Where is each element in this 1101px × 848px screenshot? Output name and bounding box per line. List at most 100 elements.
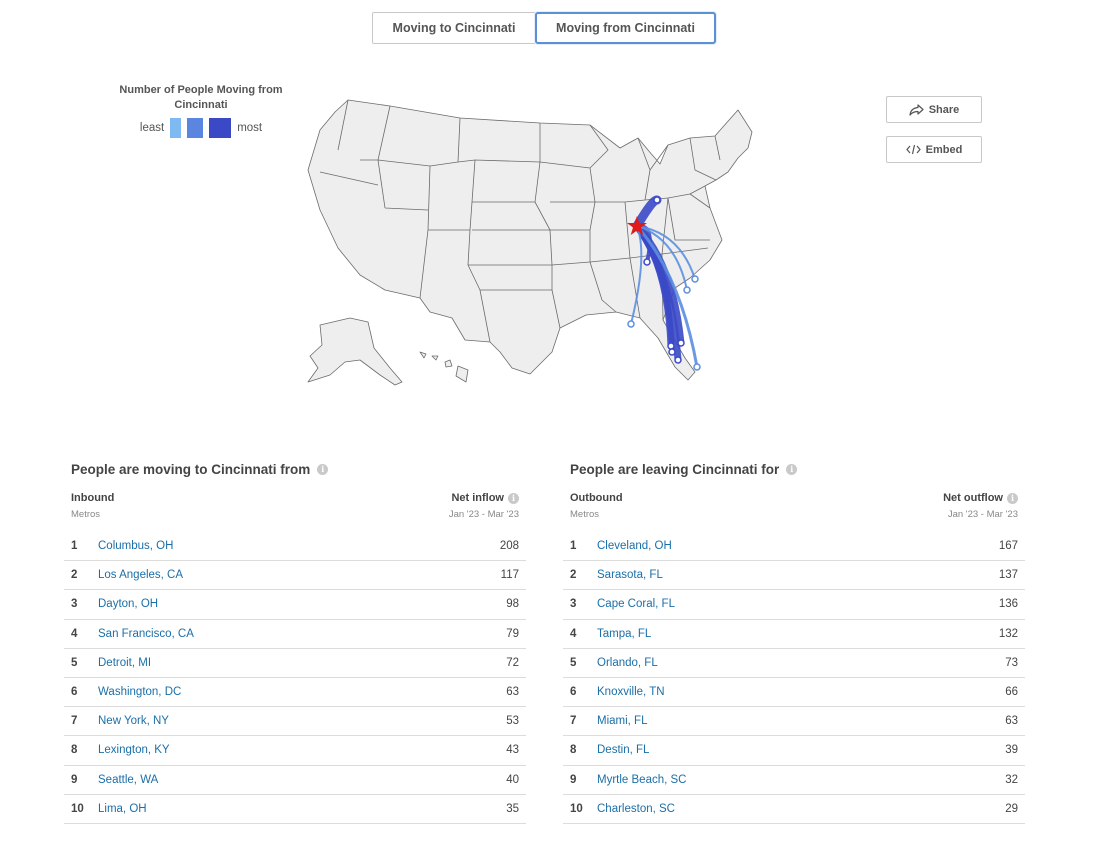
embed-label: Embed bbox=[925, 143, 963, 156]
flow-arc bbox=[630, 225, 643, 325]
row-rank: 1 bbox=[71, 540, 78, 553]
share-icon bbox=[909, 103, 924, 116]
metro-link[interactable]: Washington, DC bbox=[98, 686, 182, 699]
row-value: 35 bbox=[506, 802, 519, 815]
row-value: 167 bbox=[998, 540, 1018, 553]
row-value: 53 bbox=[506, 715, 519, 728]
destination-marker[interactable] bbox=[653, 196, 661, 204]
row-rank: 2 bbox=[570, 569, 577, 582]
destination-marker[interactable] bbox=[674, 356, 682, 364]
metro-link[interactable]: Lima, OH bbox=[98, 802, 147, 815]
metro-link[interactable]: Cape Coral, FL bbox=[597, 598, 675, 611]
row-value: 32 bbox=[1005, 773, 1018, 786]
inbound-col-sub: Metros bbox=[71, 509, 101, 520]
row-rank: 3 bbox=[71, 598, 78, 611]
table-row: 8 Lexington, KY 43 bbox=[64, 736, 526, 766]
table-row: 9 Seattle, WA 40 bbox=[64, 766, 526, 795]
info-icon[interactable]: i bbox=[786, 463, 798, 475]
metro-link[interactable]: Tampa, FL bbox=[597, 627, 652, 640]
metro-link[interactable]: Seattle, WA bbox=[98, 773, 159, 786]
inbound-title: People are moving to Cincinnati from bbox=[71, 461, 311, 477]
outbound-title: People are leaving Cincinnati for bbox=[570, 461, 780, 477]
inbound-date-range: Jan '23 - Mar '23 bbox=[448, 509, 519, 520]
table-row: 4 San Francisco, CA 79 bbox=[64, 620, 526, 649]
metro-link[interactable]: Knoxville, TN bbox=[597, 686, 665, 699]
row-rank: 4 bbox=[71, 627, 78, 640]
destination-marker[interactable] bbox=[693, 363, 701, 371]
destination-marker[interactable] bbox=[683, 286, 691, 294]
metro-link[interactable]: Los Angeles, CA bbox=[98, 569, 184, 582]
row-rank: 10 bbox=[570, 802, 583, 815]
row-value: 98 bbox=[506, 598, 519, 611]
table-row: 5 Orlando, FL 73 bbox=[563, 649, 1025, 678]
metro-link[interactable]: Charleston, SC bbox=[597, 802, 675, 815]
row-value: 117 bbox=[500, 569, 519, 582]
alaska bbox=[307, 317, 403, 386]
outbound-col-label: Outbound bbox=[570, 492, 623, 504]
row-rank: 4 bbox=[570, 627, 577, 640]
table-row: 2 Sarasota, FL 137 bbox=[563, 561, 1025, 591]
row-value: 72 bbox=[506, 656, 519, 669]
metro-link[interactable]: New York, NY bbox=[98, 715, 169, 728]
metro-link[interactable]: Lexington, KY bbox=[98, 744, 170, 757]
destination-marker[interactable] bbox=[667, 342, 675, 350]
destination-marker[interactable] bbox=[643, 258, 651, 266]
table-row: 6 Washington, DC 63 bbox=[64, 678, 526, 708]
flow-arc bbox=[636, 225, 688, 291]
destination-marker[interactable] bbox=[627, 320, 635, 328]
metro-link[interactable]: San Francisco, CA bbox=[98, 627, 194, 640]
outbound-table: 1 Cleveland, OH 167 2 Sarasota, FL 137 3 Cape C… bbox=[563, 532, 1025, 824]
row-rank: 6 bbox=[71, 686, 78, 699]
table-row: 7 New York, NY 53 bbox=[64, 707, 526, 737]
info-icon[interactable]: i bbox=[317, 463, 329, 475]
origin-star bbox=[627, 216, 647, 235]
flow-arc bbox=[635, 224, 699, 369]
direction-toggle: Moving to Cincinnati Moving from Cincinn… bbox=[372, 12, 716, 44]
inbound-col-label: Inbound bbox=[71, 492, 115, 504]
metro-link[interactable]: Dayton, OH bbox=[98, 598, 159, 611]
outbound-panel: People are leaving Cincinnati for i Outb… bbox=[563, 458, 1025, 824]
row-rank: 2 bbox=[71, 569, 78, 582]
row-value: 66 bbox=[1005, 686, 1018, 699]
moving-to-button[interactable]: Moving to Cincinnati bbox=[372, 12, 536, 44]
row-value: 79 bbox=[506, 627, 519, 640]
destination-marker[interactable] bbox=[677, 339, 685, 347]
net-outflow-label: Net outflow bbox=[943, 492, 1003, 504]
migration-flows bbox=[630, 195, 699, 369]
metro-link[interactable]: Orlando, FL bbox=[597, 656, 658, 669]
row-value: 40 bbox=[506, 773, 519, 786]
code-icon bbox=[905, 144, 921, 155]
row-rank: 7 bbox=[71, 715, 78, 728]
metro-link[interactable]: Columbus, OH bbox=[98, 540, 174, 553]
table-row: 3 Dayton, OH 98 bbox=[64, 590, 526, 620]
legend-most-label: most bbox=[237, 122, 263, 134]
row-value: 136 bbox=[998, 598, 1018, 611]
row-rank: 6 bbox=[570, 686, 577, 699]
share-button[interactable]: Share bbox=[886, 96, 982, 123]
inbound-table: 1 Columbus, OH 208 2 Los Angeles, CA 117 3 Dayt… bbox=[64, 532, 526, 824]
table-row: 10 Lima, OH 35 bbox=[64, 795, 526, 824]
metro-link[interactable]: Destin, FL bbox=[597, 744, 650, 757]
row-rank: 8 bbox=[570, 744, 577, 757]
inbound-panel: People are moving to Cincinnati from i I… bbox=[64, 458, 526, 824]
info-icon[interactable]: i bbox=[508, 492, 519, 504]
table-row: 5 Detroit, MI 72 bbox=[64, 649, 526, 678]
row-value: 137 bbox=[998, 569, 1018, 582]
map-legend: Number of People Moving from Cincinnati … bbox=[115, 83, 287, 138]
hawaii bbox=[419, 351, 469, 383]
row-value: 132 bbox=[998, 627, 1018, 640]
destination-marker[interactable] bbox=[668, 348, 676, 356]
destination-marker[interactable] bbox=[691, 275, 699, 283]
row-value: 63 bbox=[1005, 715, 1018, 728]
metro-link[interactable]: Sarasota, FL bbox=[597, 569, 663, 582]
row-rank: 1 bbox=[570, 540, 577, 553]
row-rank: 9 bbox=[71, 773, 78, 786]
table-row: 7 Miami, FL 63 bbox=[563, 707, 1025, 737]
metro-link[interactable]: Detroit, MI bbox=[98, 656, 152, 669]
embed-button[interactable]: Embed bbox=[886, 136, 982, 163]
moving-from-button[interactable]: Moving from Cincinnati bbox=[535, 12, 716, 44]
metro-link[interactable]: Cleveland, OH bbox=[597, 540, 672, 553]
metro-link[interactable]: Myrtle Beach, SC bbox=[597, 773, 687, 786]
info-icon[interactable]: i bbox=[1007, 492, 1018, 504]
metro-link[interactable]: Miami, FL bbox=[597, 715, 648, 728]
